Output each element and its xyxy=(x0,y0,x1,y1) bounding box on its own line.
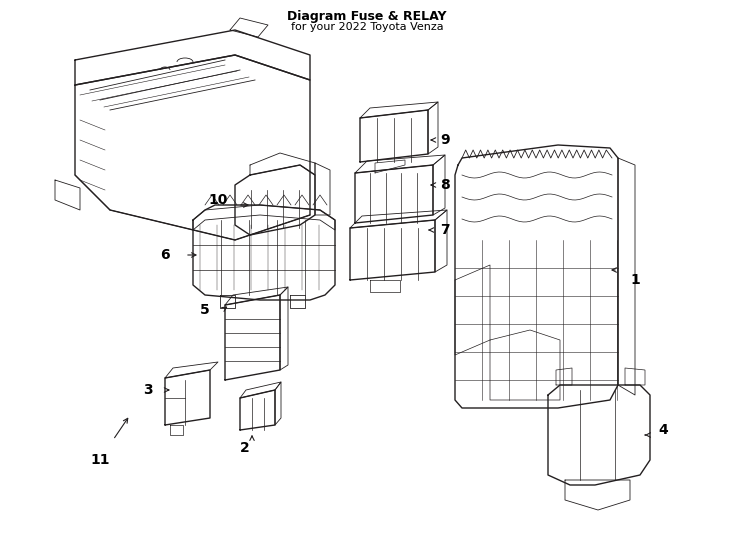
Text: Diagram Fuse & RELAY: Diagram Fuse & RELAY xyxy=(287,10,447,23)
Polygon shape xyxy=(235,165,315,235)
Polygon shape xyxy=(225,287,288,305)
Polygon shape xyxy=(360,102,438,118)
Text: 4: 4 xyxy=(658,423,668,437)
Polygon shape xyxy=(75,55,310,240)
Polygon shape xyxy=(165,370,210,425)
Polygon shape xyxy=(355,155,445,173)
Polygon shape xyxy=(355,165,433,223)
Polygon shape xyxy=(350,210,447,228)
Polygon shape xyxy=(618,158,635,395)
Polygon shape xyxy=(433,155,445,215)
Polygon shape xyxy=(165,362,218,378)
Text: 1: 1 xyxy=(630,273,640,287)
Polygon shape xyxy=(240,390,275,430)
Polygon shape xyxy=(225,295,280,380)
Text: 5: 5 xyxy=(200,303,210,317)
Polygon shape xyxy=(350,220,435,280)
Text: 2: 2 xyxy=(240,441,250,455)
Text: for your 2022 Toyota Venza: for your 2022 Toyota Venza xyxy=(291,22,443,32)
Polygon shape xyxy=(548,385,650,485)
Text: 7: 7 xyxy=(440,223,450,237)
Polygon shape xyxy=(315,163,330,215)
Text: 3: 3 xyxy=(143,383,153,397)
Polygon shape xyxy=(428,102,438,154)
Polygon shape xyxy=(193,205,335,230)
Polygon shape xyxy=(455,145,618,408)
Text: 11: 11 xyxy=(90,453,110,467)
Text: 8: 8 xyxy=(440,178,450,192)
Text: 9: 9 xyxy=(440,133,450,147)
Polygon shape xyxy=(193,205,335,300)
Polygon shape xyxy=(250,153,315,175)
Polygon shape xyxy=(435,210,447,272)
Polygon shape xyxy=(280,287,288,370)
Text: 6: 6 xyxy=(160,248,170,262)
Polygon shape xyxy=(240,382,281,398)
Polygon shape xyxy=(275,382,281,425)
Polygon shape xyxy=(360,110,428,162)
Text: 10: 10 xyxy=(208,193,228,207)
